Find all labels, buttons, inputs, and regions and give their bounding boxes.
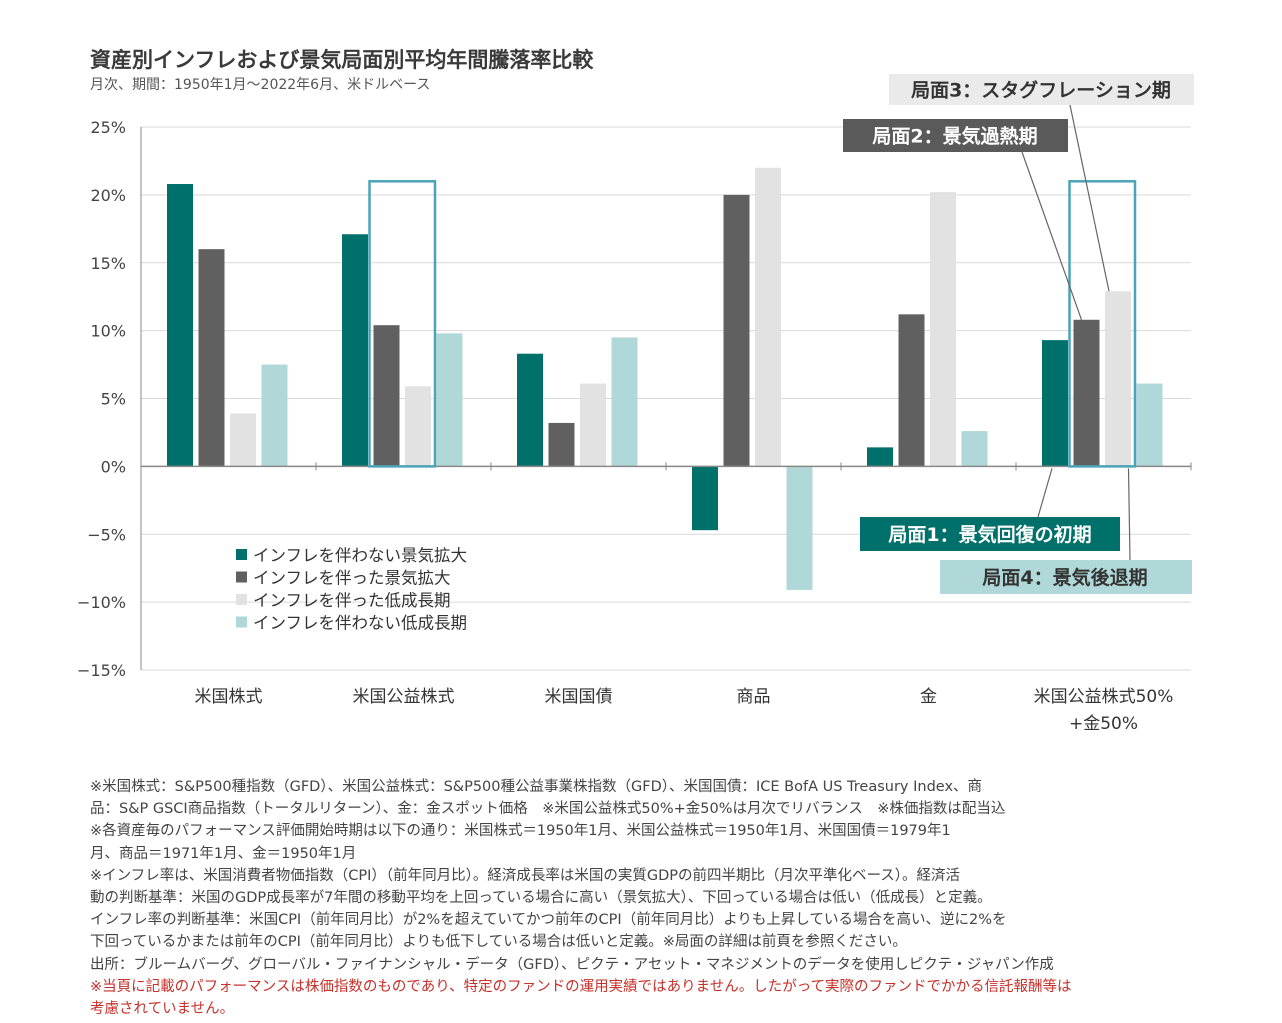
callout-label: 局面4：景気後退期: [982, 566, 1147, 589]
bar: [1105, 291, 1131, 467]
callout-connector: [1037, 468, 1053, 518]
bar: [261, 364, 288, 467]
callout-connector: [1069, 104, 1110, 292]
callout-box: [940, 560, 1192, 594]
callout-box: [843, 119, 1068, 152]
y-tick-label: 0%: [101, 457, 126, 476]
legend-swatch: [236, 594, 247, 605]
bar: [755, 167, 781, 467]
footnote-line: インフレ率の判断基準：米国CPI（前年同月比）が2%を超えていてかつ前年のCPI…: [90, 912, 1007, 929]
x-category-label: 米国公益株式50%: [1034, 687, 1174, 707]
legend-label: インフレを伴わない低成長期: [253, 614, 467, 633]
bar: [692, 466, 718, 531]
legend-swatch: [236, 571, 247, 583]
highlight-box: [368, 180, 437, 468]
y-tick-label: 20%: [90, 186, 126, 205]
bar: [198, 249, 225, 467]
x-category-label: 商品: [737, 687, 771, 707]
x-category-label: 金: [920, 687, 937, 707]
bar: [230, 413, 256, 467]
bar: [580, 383, 606, 467]
chart-title: 資産別インフレおよび景気局面別平均年間騰落率比較: [90, 48, 594, 72]
legend-label: インフレを伴った低成長期: [253, 591, 451, 610]
y-tick-label: −10%: [77, 593, 126, 612]
callout-connector: [1127, 468, 1131, 561]
callout-box: [860, 517, 1120, 551]
y-tick-label: 15%: [90, 254, 126, 273]
bar: [1136, 383, 1163, 467]
y-tick-label: 5%: [101, 390, 126, 409]
bar: [1042, 340, 1068, 467]
footnote-line: 下回っているかまたは前年のCPI（前年同月比）よりも低下している場合は低いと定義…: [90, 934, 907, 951]
legend-swatch: [236, 616, 247, 628]
bar: [961, 431, 988, 467]
chart-subtitle: 月次、期間：1950年1月～2022年6月、米ドルベース: [90, 77, 431, 93]
x-category-label: 米国公益株式: [353, 687, 455, 707]
bar: [867, 447, 893, 467]
bar: [786, 466, 813, 590]
footnote-line: 月、商品＝1971年1月、金＝1950年1月: [90, 845, 357, 862]
footnote-line: ※インフレ率は、米国消費者物価指数（CPI）（前年同月比）。経済成長率は米国の実…: [90, 867, 961, 884]
y-tick-label: 25%: [90, 118, 126, 137]
legend-label: インフレを伴った景気拡大: [253, 569, 451, 588]
x-category-label: 米国国債: [545, 687, 613, 707]
bar: [548, 422, 575, 467]
legend-label: インフレを伴わない景気拡大: [253, 546, 467, 565]
callout-label: 局面1：景気回復の初期: [888, 523, 1091, 546]
callout-label: 局面3：スタグフレーション期: [911, 79, 1171, 102]
footnote-line: ※米国株式：S&P500種指数（GFD）、米国公益株式：S&P500種公益事業株…: [90, 779, 983, 795]
bar: [436, 333, 463, 467]
callout-label: 局面2：景気過熱期: [872, 125, 1037, 148]
footnote-line: 動の判断基準：米国のGDP成長率が7年間の移動平均を上回っている場合に高い（景気…: [90, 890, 992, 907]
footnote-line: ※各資産毎のパフォーマンス評価開始時期は以下の通り：米国株式＝1950年1月、米…: [90, 823, 951, 840]
callout-box: [889, 74, 1194, 105]
highlight-box: [1068, 180, 1137, 468]
bar: [930, 192, 956, 467]
bar: [611, 337, 638, 467]
footnote-line: 品：S&P GSCI商品指数（トータルリターン）、金：金スポット価格 ※米国公益…: [90, 801, 1006, 818]
bar: [342, 234, 368, 467]
callout-connector: [1021, 151, 1083, 320]
y-tick-label: −5%: [87, 525, 126, 544]
disclaimer-line: 考慮されていません。: [90, 1001, 235, 1018]
footnotes: ※米国株式：S&P500種指数（GFD）、米国公益株式：S&P500種公益事業株…: [90, 776, 1200, 1020]
y-tick-label: 10%: [90, 322, 126, 341]
bar: [405, 386, 431, 467]
bar: [167, 184, 193, 467]
legend-swatch: [236, 549, 247, 560]
bar: [723, 194, 750, 467]
bar: [1073, 319, 1100, 467]
bar: [898, 314, 925, 467]
x-category-label: +金50%: [1069, 714, 1138, 734]
disclaimer-line: ※当頁に記載のパフォーマンスは株価指数のものであり、特定のファンドの運用実績では…: [90, 978, 1072, 995]
y-tick-label: −15%: [77, 661, 126, 680]
bar: [517, 353, 543, 467]
bar: [373, 325, 400, 467]
x-category-label: 米国株式: [195, 687, 263, 707]
bar-chart: 25% 20% 15% 10% 5% 0% −5% −10% −15% 米国株式 米国公益株式 米国国…: [77, 74, 1194, 734]
footnote-line: 出所：ブルームバーグ、グローバル・ファイナンシャル・データ（GFD）、ピクテ・ア…: [90, 956, 1054, 973]
